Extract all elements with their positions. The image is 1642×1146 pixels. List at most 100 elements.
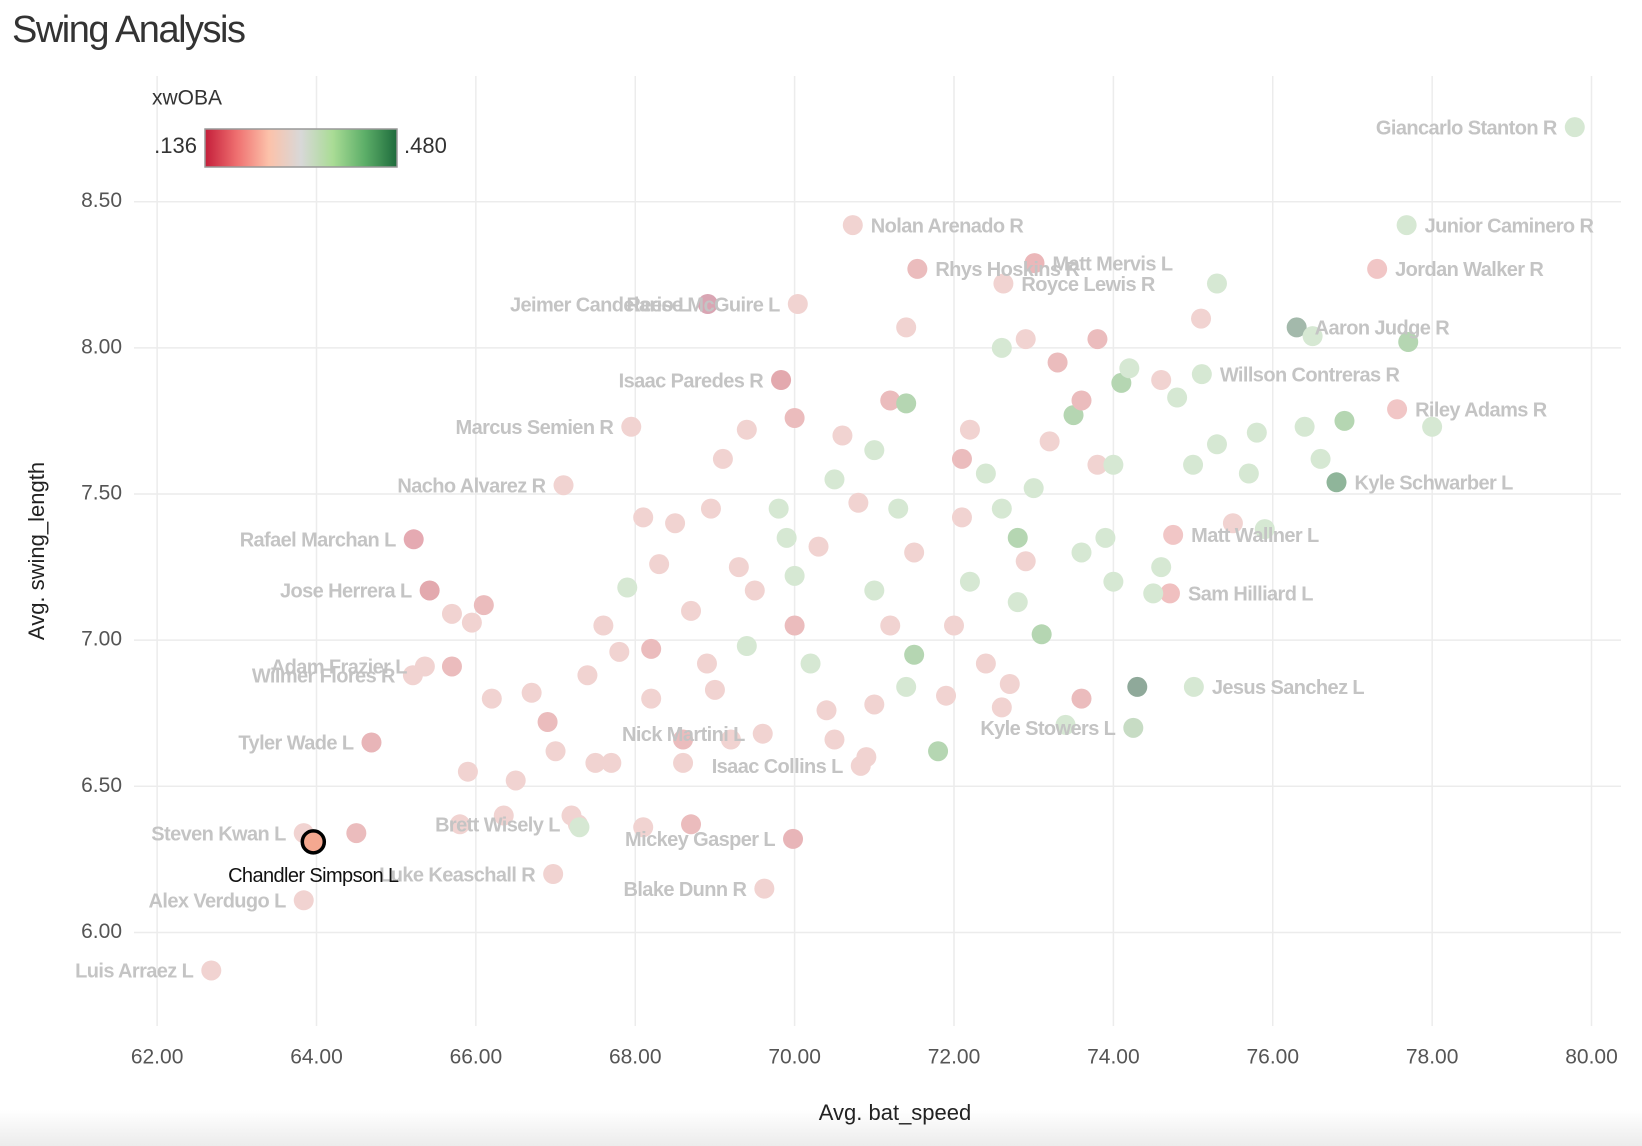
point-label: Matt Wallner L (1191, 525, 1319, 547)
point (1007, 592, 1028, 613)
point (361, 732, 382, 753)
point (888, 498, 909, 519)
point (1123, 717, 1144, 738)
point-label: Blake Dunn R (624, 879, 748, 901)
point (1087, 329, 1108, 350)
y-axis-title: Avg. swing_length (24, 462, 49, 640)
point (1294, 416, 1315, 437)
point (991, 697, 1012, 718)
point (403, 529, 424, 550)
point-label: Chandler Simpson L (228, 865, 399, 887)
point (776, 527, 797, 548)
point (928, 741, 949, 762)
y-tick-label: 8.50 (81, 189, 122, 212)
point (1015, 329, 1036, 350)
point-label: Alex Verdugo L (149, 891, 287, 913)
point (673, 729, 694, 750)
y-tick-label: 7.50 (81, 482, 122, 505)
point (700, 498, 721, 519)
point (1071, 390, 1092, 411)
point (880, 615, 901, 636)
point (736, 636, 757, 656)
point (1159, 583, 1180, 604)
point (402, 665, 423, 686)
point-label: Royce Lewis R (1021, 274, 1156, 296)
point (712, 448, 733, 469)
point (864, 580, 885, 601)
point (1387, 399, 1408, 420)
point-label: Sam Hilliard L (1188, 584, 1313, 606)
point (1007, 527, 1028, 548)
y-tick-label: 8.00 (81, 335, 122, 358)
point (1206, 273, 1227, 294)
point (1183, 676, 1204, 697)
point (1103, 571, 1124, 592)
point (1151, 370, 1172, 390)
point (493, 805, 514, 826)
point (991, 337, 1012, 358)
point (553, 475, 574, 496)
marks: Giancarlo Stanton R Junior Caminero R Jord… (75, 117, 1595, 983)
point (457, 761, 478, 782)
point (1326, 472, 1347, 493)
point (1087, 454, 1108, 475)
point (975, 653, 996, 674)
point-label: Nolan Arenado R (871, 215, 1025, 237)
point (864, 694, 885, 715)
point (1151, 557, 1172, 578)
point-label: Matt Mervis L (1052, 253, 1172, 275)
x-tick-label: 62.00 (131, 1046, 184, 1069)
y-tick-label: 6.50 (81, 774, 122, 797)
point (1398, 332, 1419, 352)
point-label: Jeimer Candelario L (510, 294, 690, 316)
point-label: Nick Martini L (622, 724, 745, 746)
point (681, 814, 702, 835)
point (505, 770, 526, 791)
point (585, 752, 606, 773)
point (577, 665, 598, 686)
point (1167, 387, 1188, 408)
bottom-shade (0, 1110, 1642, 1146)
point (1246, 422, 1267, 443)
x-tick-label: 70.00 (768, 1046, 821, 1069)
point-label: Isaac Paredes R (619, 370, 765, 392)
point (481, 688, 502, 709)
point (1191, 308, 1212, 329)
point (936, 685, 957, 706)
point (461, 612, 482, 633)
point (473, 595, 494, 616)
point (784, 565, 805, 586)
point (1143, 583, 1164, 604)
point (543, 864, 564, 884)
point (842, 215, 863, 236)
legend-title: xwOBA (152, 87, 222, 110)
x-tick-label: 74.00 (1087, 1046, 1140, 1069)
point (1564, 117, 1585, 138)
point (1111, 372, 1132, 393)
point (537, 712, 558, 732)
point (999, 674, 1020, 694)
point (1163, 524, 1184, 545)
point (1103, 454, 1124, 475)
x-tick-label: 72.00 (928, 1046, 981, 1069)
point (1063, 405, 1084, 426)
point-label: Mickey Gasper L (625, 829, 775, 851)
point (633, 817, 654, 838)
point-label: Junior Caminero R (1425, 215, 1595, 237)
point-label: Aaron Judge R (1315, 318, 1451, 340)
point (1367, 258, 1388, 279)
point (784, 408, 805, 428)
point-label: Giancarlo Stanton R (1376, 117, 1558, 139)
point (696, 653, 717, 674)
point (800, 653, 821, 674)
point (904, 542, 925, 563)
point (808, 536, 829, 557)
y-tick-label: 6.00 (81, 920, 122, 943)
point-label: Steven Kwan L (151, 823, 286, 845)
point (1024, 253, 1045, 274)
point (783, 828, 804, 849)
point-label: Tyler Wade L (238, 733, 353, 755)
point (959, 419, 980, 440)
point (896, 393, 917, 414)
